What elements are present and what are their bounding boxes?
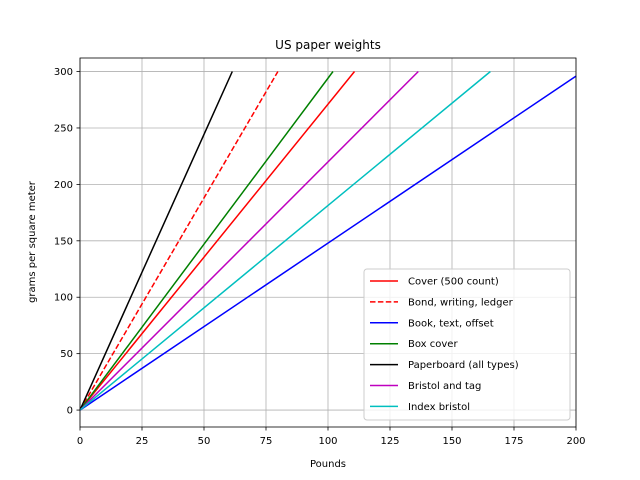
- series-line-2: [79, 71, 279, 411]
- legend-label: Index bristol: [408, 402, 470, 413]
- legend-label: Box cover: [408, 339, 458, 350]
- chart-title: US paper weights: [275, 38, 381, 52]
- y-tick-label: 0: [67, 406, 73, 417]
- x-tick-label: 200: [566, 436, 585, 447]
- y-tick-label: 100: [54, 293, 73, 304]
- series-line-4: [79, 71, 334, 411]
- y-tick-label: 200: [54, 180, 73, 191]
- series-line-5: [79, 71, 233, 411]
- x-tick-label: 25: [136, 436, 149, 447]
- y-tick-label: 50: [60, 349, 73, 360]
- x-axis-label: Pounds: [310, 459, 346, 470]
- legend-label: Cover (500 count): [408, 277, 499, 288]
- y-tick-label: 250: [54, 123, 73, 134]
- legend: Cover (500 count) Bond, writing, ledger Bo…: [363, 268, 571, 421]
- x-tick-label: 0: [77, 436, 83, 447]
- legend-box: [363, 268, 571, 421]
- x-tick-label: 175: [504, 436, 523, 447]
- y-tick-label: 150: [54, 236, 73, 247]
- series-line-7: [79, 70, 491, 411]
- x-tick-label: 150: [442, 436, 461, 447]
- legend-label: Bristol and tag: [408, 381, 481, 392]
- y-axis-label: grams per square meter: [27, 180, 38, 303]
- legend-label: Bond, writing, ledger: [408, 297, 514, 308]
- x-tick-label: 100: [318, 436, 337, 447]
- x-axis-ticks: 0 25 50 75 100 125 150 175 200: [77, 427, 586, 447]
- legend-label: Paperboard (all types): [408, 360, 519, 371]
- x-tick-label: 125: [380, 436, 399, 447]
- x-tick-label: 75: [260, 436, 273, 447]
- y-axis-ticks: 0 50 100 150 200 250 300: [54, 67, 80, 417]
- y-tick-label: 300: [54, 67, 73, 78]
- series-line-3: [79, 75, 577, 411]
- x-tick-label: 50: [198, 436, 211, 447]
- series-lines: [79, 70, 577, 411]
- series-line-1: [79, 71, 356, 411]
- series-line-6: [79, 70, 419, 411]
- legend-label: Book, text, offset: [408, 318, 494, 329]
